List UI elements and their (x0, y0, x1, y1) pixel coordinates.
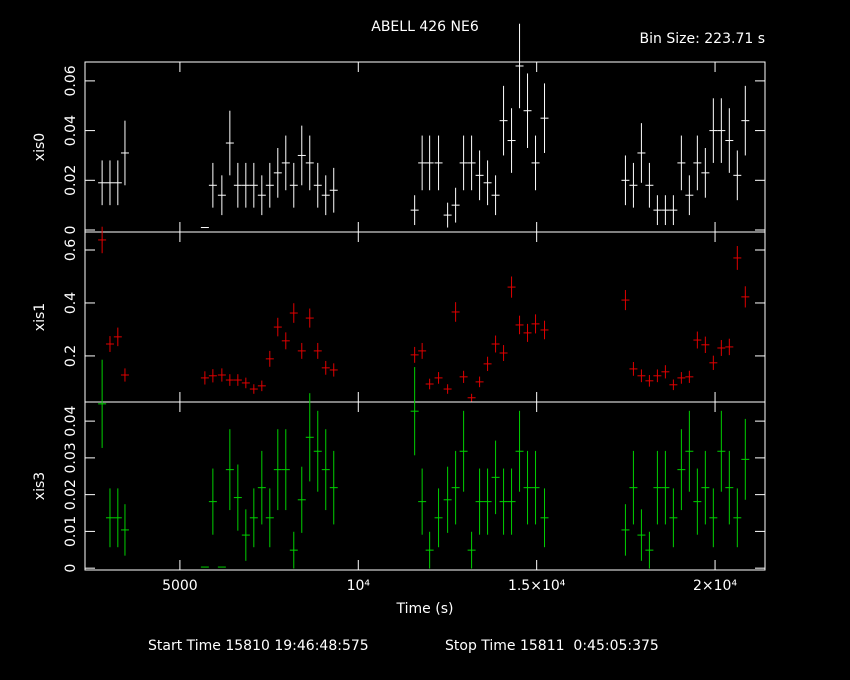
y-tick-label: 0.6 (63, 239, 79, 261)
y-tick-label: 0 (63, 564, 79, 573)
y-tick-label: 0.04 (63, 115, 79, 146)
panel-frame (84, 401, 766, 571)
x-axis-label: Time (s) (396, 601, 454, 617)
panel-frame (84, 231, 766, 403)
y-tick-label: 0.02 (63, 479, 79, 510)
start-time: Start Time 15810 19:46:48:575 (148, 638, 369, 654)
y-tick-label: 0.4 (63, 292, 79, 314)
x-tick-label: 5000 (162, 578, 198, 594)
x-tick-label: 10⁴ (347, 578, 371, 594)
y-tick-label: 0.01 (63, 516, 79, 547)
y-tick-label: 0.02 (63, 165, 79, 196)
y-axis-label: xis1 (32, 303, 48, 331)
y-tick-label: 0 (63, 226, 79, 235)
stop-time: Stop Time 15811 0:45:05:375 (445, 638, 659, 654)
chart-title: ABELL 426 NE6 (371, 19, 479, 35)
y-axis-label: xis0 (32, 133, 48, 161)
y-tick-label: 0.03 (63, 442, 79, 473)
y-tick-label: 0.06 (63, 65, 79, 96)
panel-frame (84, 61, 766, 233)
x-tick-label: 1.5×10⁴ (508, 578, 566, 594)
y-tick-label: 0.04 (63, 405, 79, 436)
y-axis-label: xis3 (32, 472, 48, 500)
y-tick-label: 0.2 (63, 345, 79, 367)
bin-size: Bin Size: 223.71 s (640, 31, 765, 47)
x-tick-label: 2×10⁴ (693, 578, 737, 594)
